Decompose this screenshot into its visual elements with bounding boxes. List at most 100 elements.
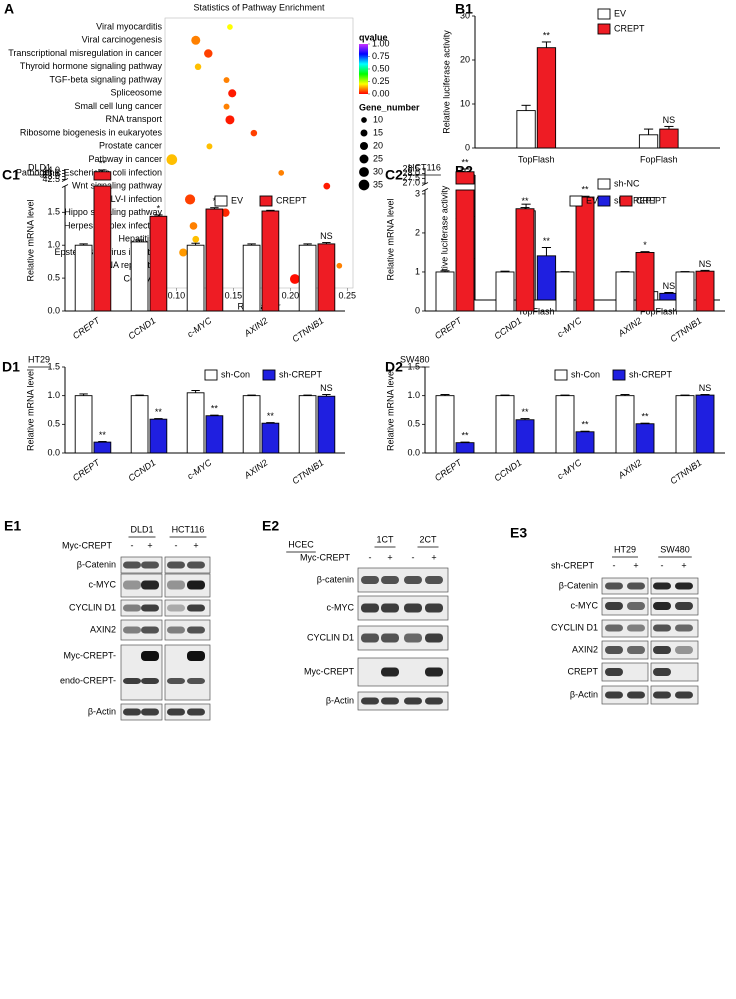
bar (495, 271, 515, 312)
blot-band (381, 633, 399, 643)
blot-band (123, 604, 141, 612)
y-axis-label: Relative luciferase activity (441, 30, 451, 134)
protein-label: CYCLIN D1 (69, 602, 116, 612)
size-legend-dot (359, 141, 369, 151)
significance-label: ** (581, 420, 589, 430)
y-tick-label: 0.5 (47, 419, 60, 429)
blot-band (605, 646, 623, 654)
blot-band (167, 678, 185, 684)
size-legend-label: 30 (373, 166, 383, 176)
category-label: RNA transport (105, 114, 162, 124)
y-tick-label: 3 (415, 188, 420, 198)
legend-label: EV (614, 8, 626, 18)
blot-band (605, 624, 623, 632)
blot-band (605, 582, 623, 590)
axis-break (61, 178, 69, 182)
bar (242, 395, 261, 454)
y-tick-label: 28.0 (402, 168, 420, 178)
blot-band (675, 646, 693, 654)
size-legend-dot (361, 117, 367, 123)
blot-band (361, 576, 379, 584)
blot-strip (357, 691, 449, 711)
bar (575, 196, 595, 312)
bar (659, 292, 679, 301)
legend-label: sh-CREPT (629, 369, 673, 379)
y-axis-label: Relative mRNA level (25, 199, 35, 281)
y-tick-label: 1.5 (47, 207, 60, 217)
significance-label: NS (320, 383, 333, 393)
bubble (225, 115, 235, 125)
blot-band (187, 678, 205, 684)
bubble (323, 182, 331, 190)
y-tick-label: 1 (415, 266, 420, 276)
bar (205, 415, 224, 454)
chart-title: Statistics of Pathway Enrichment (193, 2, 325, 12)
blot-band (187, 626, 205, 634)
y-tick-label: 0.0 (47, 305, 60, 315)
blot-strip (650, 619, 699, 638)
blot-band (404, 603, 422, 613)
legend-swatch (569, 195, 583, 207)
cell-line-label: HT29 (614, 544, 636, 554)
y-tick-label: 1.0 (47, 240, 60, 250)
colorbar (359, 44, 368, 94)
blot-band (605, 691, 623, 699)
bar (93, 185, 112, 312)
significance-label: ** (543, 236, 551, 246)
treatment-label: Myc-CREPT (62, 540, 112, 550)
x-tick-label: AXIN2 (616, 457, 644, 481)
blot-band (141, 678, 159, 684)
blot-band (141, 708, 159, 716)
colorbar-label: 0.25 (372, 76, 390, 86)
significance-label: ** (99, 158, 107, 168)
lane-sign: + (431, 552, 436, 562)
blot-band (653, 691, 671, 699)
blot-band (605, 602, 623, 610)
significance-label: * (157, 203, 161, 213)
bar (555, 395, 575, 454)
x-tick-label: CTNNB1 (290, 457, 325, 486)
legend-swatch (554, 369, 568, 381)
blot-band (141, 626, 159, 634)
x-tick-label: c-MYC (555, 315, 584, 339)
y-tick-label: 1.0 (47, 390, 60, 400)
blot-strip (601, 662, 649, 682)
protein-label: c-MYC (571, 600, 599, 610)
blot-band (361, 697, 379, 705)
blot-strip (650, 662, 699, 682)
significance-label: NS (663, 281, 676, 291)
category-label: Pathway in cancer (88, 154, 162, 164)
bubble (221, 208, 230, 217)
panel-label: D2 (385, 359, 403, 375)
legend-label: sh-NC (614, 178, 640, 188)
significance-label: * (643, 240, 647, 250)
lane-sign: + (633, 560, 638, 570)
y-axis-label: Relative mRNA level (25, 369, 35, 451)
y-tick-label: 10 (460, 98, 470, 108)
legend-label: CREPT (636, 195, 667, 205)
x-tick-label: CTNNB1 (668, 457, 703, 486)
cell-line-label: HCEC (288, 539, 314, 549)
x-tick-label: c-MYC (555, 457, 584, 481)
legend-label: EV (586, 195, 598, 205)
blot-strip (650, 577, 699, 595)
y-tick-label: 1.0 (407, 390, 420, 400)
bar (615, 395, 635, 454)
legend-swatch (612, 369, 626, 381)
category-label: HTLV-I infection (99, 194, 162, 204)
x-tick-label: 0.20 (282, 290, 300, 300)
category-label: Viral carcinogenesis (82, 35, 163, 45)
significance-label: ** (521, 407, 529, 417)
blot-band (381, 576, 399, 584)
blot-band (425, 576, 443, 584)
bar (317, 243, 336, 312)
x-tick-label: c-MYC (185, 315, 214, 339)
axis-break (421, 188, 429, 192)
colorbar-label: 0.75 (372, 51, 390, 61)
chart-subtitle: SW480 (400, 354, 430, 364)
legend-swatch (597, 8, 611, 20)
protein-label: β-Catenin (77, 559, 116, 569)
protein-label: Myc-CREPT- (64, 650, 117, 660)
